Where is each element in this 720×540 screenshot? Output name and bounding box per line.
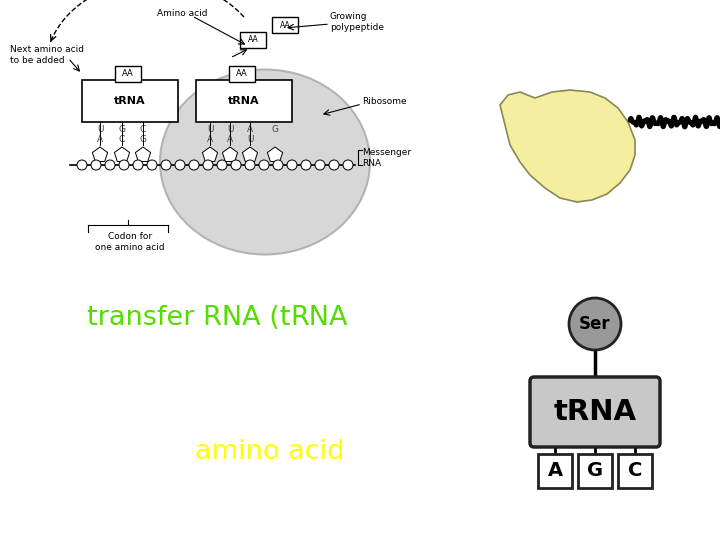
Circle shape [329, 160, 339, 170]
Text: C: C [140, 125, 146, 133]
Polygon shape [222, 147, 238, 161]
Circle shape [105, 160, 115, 170]
Circle shape [231, 160, 241, 170]
Text: U: U [227, 125, 233, 133]
Text: Codon for
one amino acid: Codon for one amino acid [95, 232, 165, 252]
Polygon shape [243, 147, 258, 161]
FancyBboxPatch shape [196, 80, 292, 122]
Text: Next amino acid
to be added: Next amino acid to be added [10, 45, 84, 65]
Text: G: G [140, 134, 146, 144]
Text: AA: AA [236, 70, 248, 78]
Circle shape [245, 160, 255, 170]
FancyBboxPatch shape [229, 66, 255, 82]
Text: can: can [28, 352, 86, 378]
Polygon shape [500, 90, 635, 202]
FancyBboxPatch shape [115, 66, 141, 82]
Circle shape [147, 160, 157, 170]
FancyBboxPatch shape [82, 80, 178, 122]
Text: Ser: Ser [579, 315, 611, 333]
Polygon shape [267, 147, 283, 161]
Circle shape [287, 160, 297, 170]
Circle shape [273, 160, 283, 170]
Polygon shape [135, 147, 150, 161]
Circle shape [203, 160, 213, 170]
Text: A: A [247, 125, 253, 133]
Circle shape [175, 160, 185, 170]
Text: C: C [628, 462, 642, 481]
Text: AA: AA [248, 36, 258, 44]
Text: G: G [119, 125, 125, 133]
FancyBboxPatch shape [538, 454, 572, 488]
Text: to the: to the [345, 439, 433, 465]
Circle shape [259, 160, 269, 170]
Text: Ribosome: Ribosome [362, 98, 407, 106]
Circle shape [133, 160, 143, 170]
FancyBboxPatch shape [578, 454, 612, 488]
Circle shape [569, 298, 621, 350]
Text: U: U [207, 125, 213, 133]
Text: U: U [247, 134, 253, 144]
Text: transfer RNA (t: transfer RNA (t [87, 305, 291, 331]
Text: tRNA: tRNA [554, 398, 636, 426]
Circle shape [161, 160, 171, 170]
Text: A: A [227, 134, 233, 144]
Circle shape [217, 160, 227, 170]
FancyBboxPatch shape [618, 454, 652, 488]
Text: Amino acid: Amino acid [157, 10, 207, 18]
FancyBboxPatch shape [530, 377, 660, 447]
Text: RNA: RNA [291, 305, 348, 331]
Circle shape [119, 160, 129, 170]
Text: A: A [97, 134, 103, 144]
Text: A: A [547, 462, 562, 481]
Circle shape [189, 160, 199, 170]
Text: C: C [119, 134, 125, 144]
Text: ) that: ) that [348, 305, 423, 331]
Text: to the codon: to the codon [211, 352, 392, 378]
Circle shape [315, 160, 325, 170]
Text: The: The [28, 305, 87, 331]
Ellipse shape [160, 70, 370, 254]
Circle shape [91, 160, 101, 170]
Text: amino acid: amino acid [195, 439, 345, 465]
Polygon shape [114, 147, 130, 161]
Polygon shape [92, 147, 107, 161]
Text: Messenger
RNA: Messenger RNA [362, 148, 411, 168]
Circle shape [77, 160, 87, 170]
Text: AA: AA [122, 70, 134, 78]
Text: Growing
polypeptide: Growing polypeptide [330, 12, 384, 32]
FancyBboxPatch shape [240, 32, 266, 48]
Circle shape [343, 160, 353, 170]
Text: AA: AA [279, 21, 290, 30]
Text: tRNA: tRNA [114, 96, 146, 106]
Text: A: A [207, 134, 213, 144]
Text: growing protein.: growing protein. [28, 482, 251, 508]
Circle shape [301, 160, 311, 170]
Text: attaches its: attaches its [28, 439, 195, 465]
Text: G: G [271, 125, 279, 133]
Text: U: U [96, 125, 103, 133]
FancyBboxPatch shape [272, 17, 298, 33]
Text: tRNA: tRNA [228, 96, 260, 106]
Polygon shape [202, 147, 217, 161]
Text: base pair: base pair [86, 352, 211, 378]
Text: enters the ribosome and: enters the ribosome and [28, 395, 364, 421]
Text: G: G [587, 462, 603, 481]
